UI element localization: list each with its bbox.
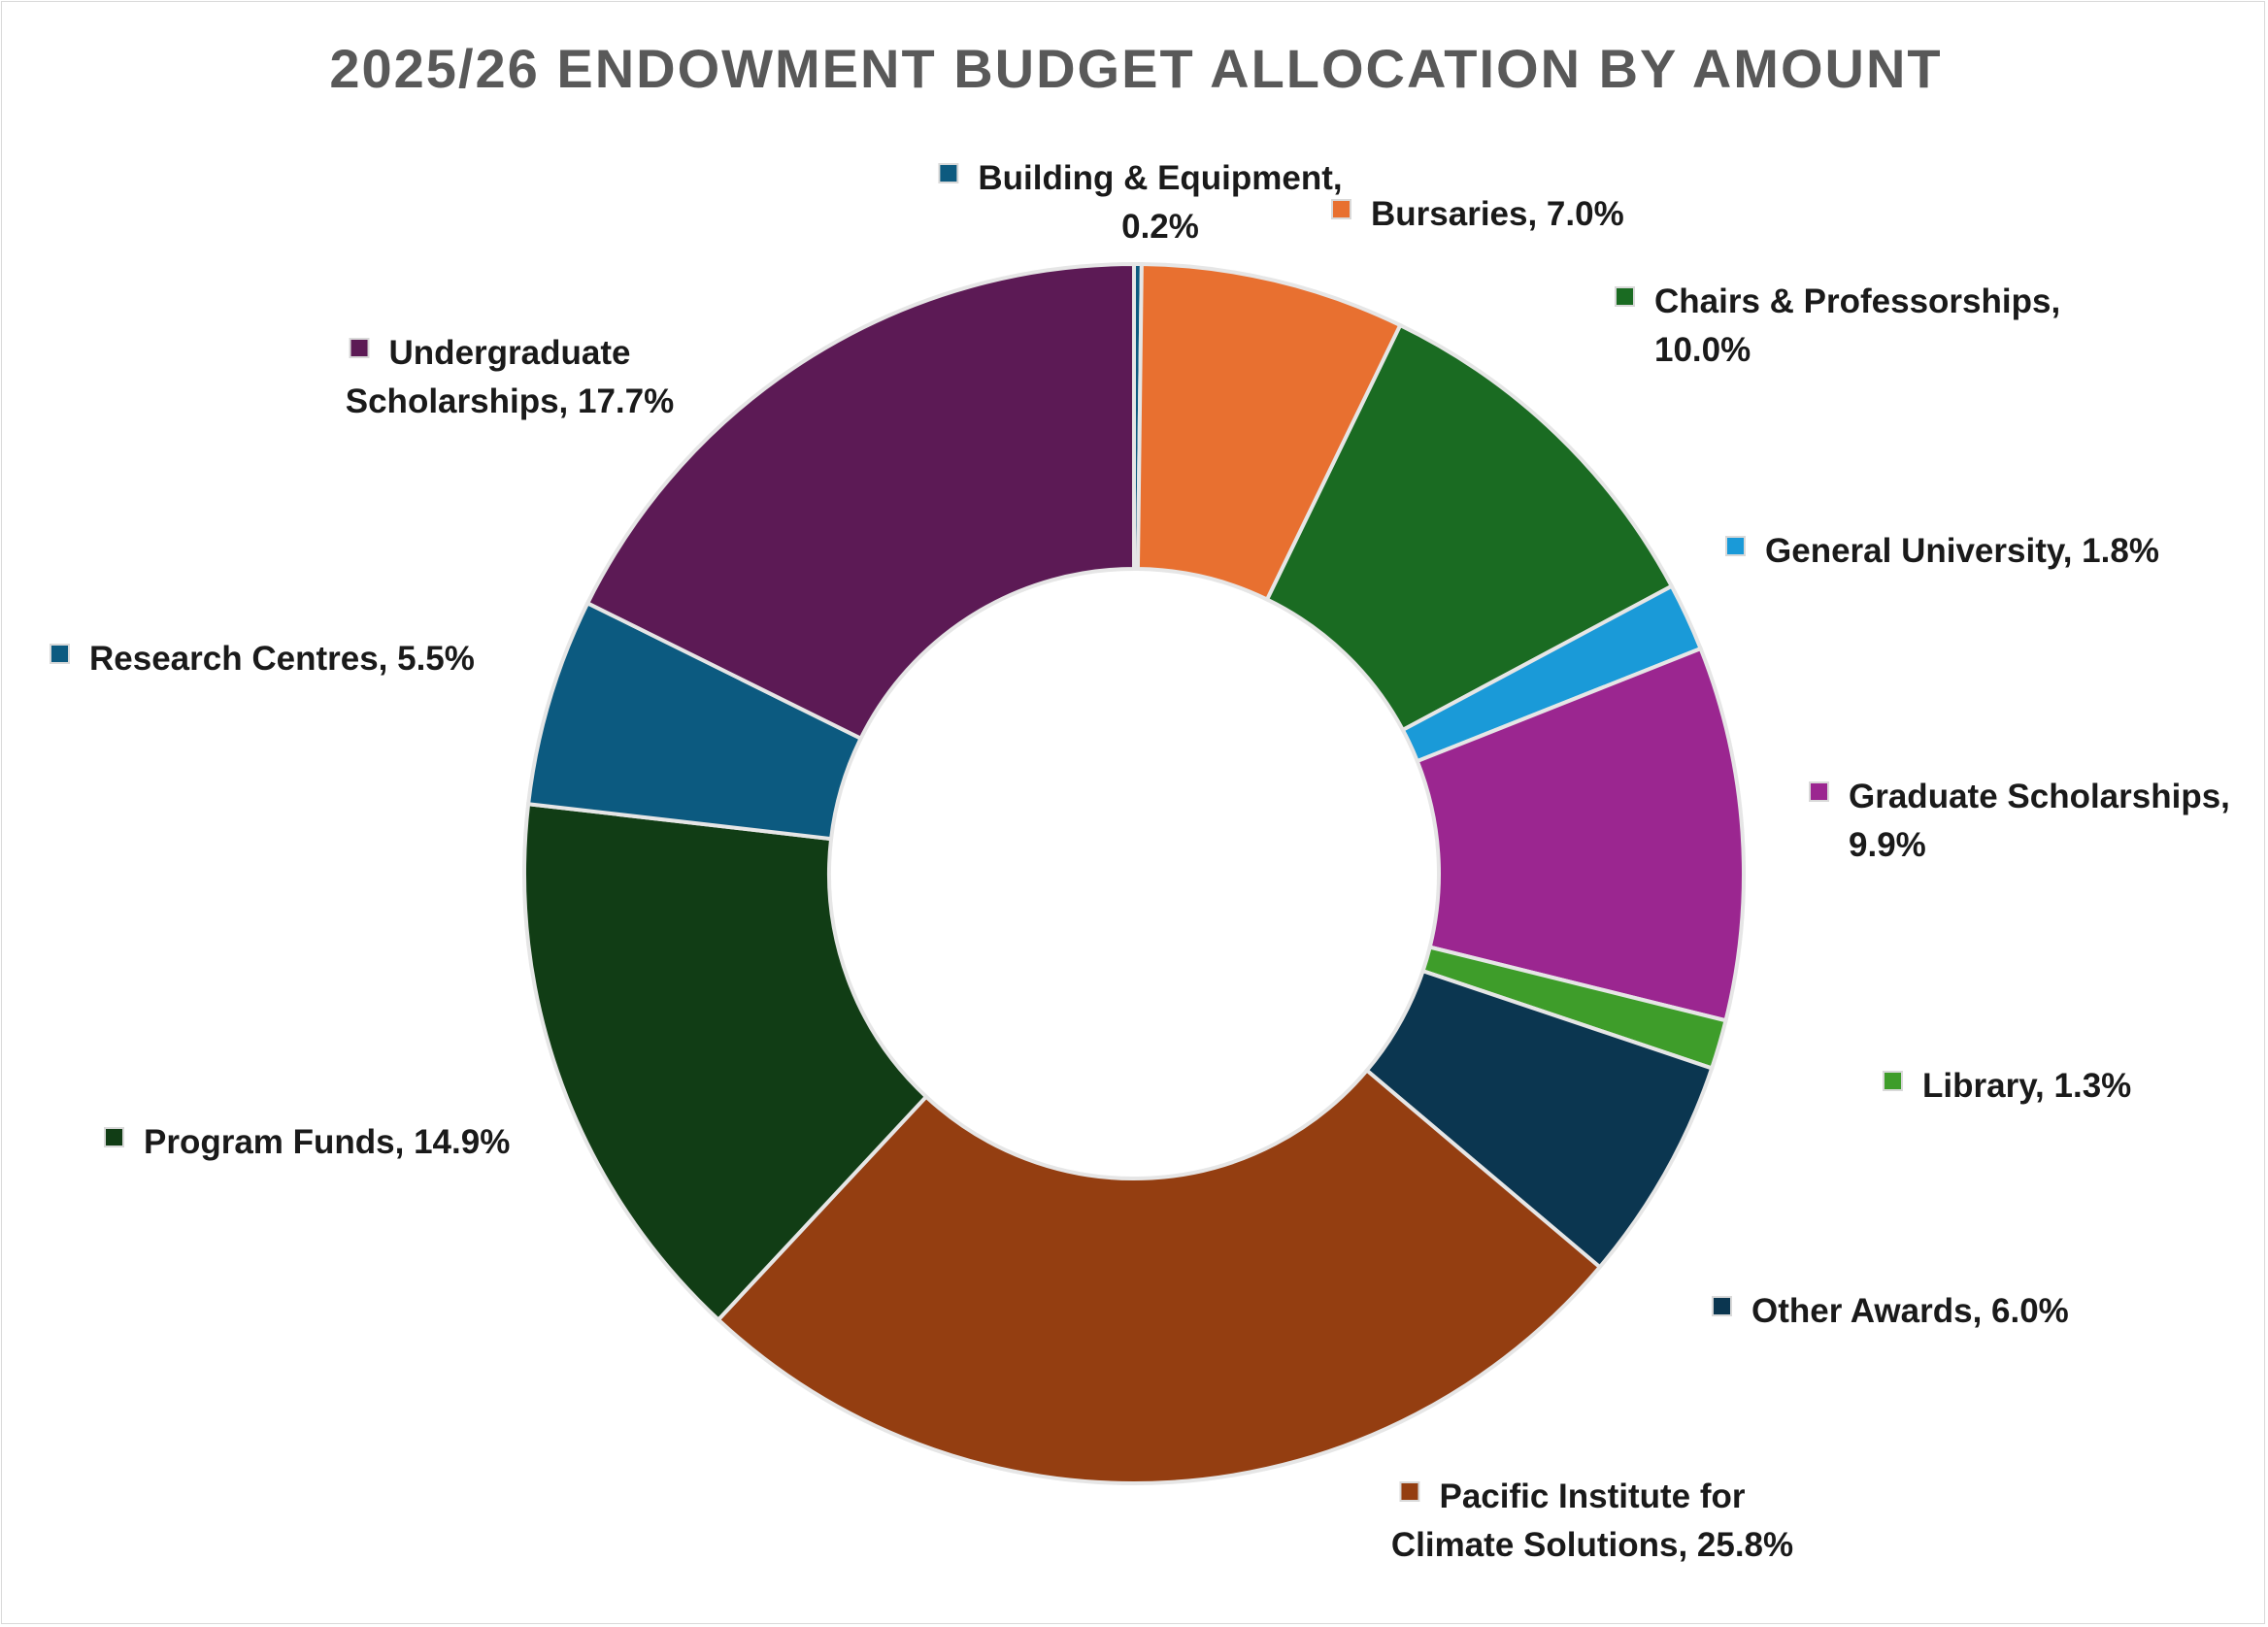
data-label-text: Program Funds, 14.9% [144,1123,510,1161]
legend-key-marker [1615,286,1635,307]
data-label-program-funds: Program Funds, 14.9% [104,1123,510,1161]
data-label-research-centres: Research Centres, 5.5% [50,640,475,678]
slice-pacific-institute-for-climate-solutions [716,1067,1603,1485]
data-label-text: Bursaries, 7.0% [1371,195,1624,233]
data-label-text: Graduate Scholarships, 9.9% [1849,778,2230,864]
data-label-text: Pacific Institute for Climate Solutions, … [1391,1478,1793,1564]
data-label-graduate-scholarships: Graduate Scholarships, 9.9% [1809,778,2230,864]
data-label-text: Undergraduate Scholarships, 17.7% [346,334,674,420]
slice-chairs-professorships [1264,322,1675,733]
legend-key-marker [938,163,959,183]
legend-key-marker [1712,1296,1732,1316]
data-label-library: Library, 1.3% [1883,1067,2131,1105]
data-label-text: Research Centres, 5.5% [89,640,475,678]
data-label-text: Chairs & Professorships, 10.0% [1654,282,2060,369]
data-label-text: Other Awards, 6.0% [1751,1292,2069,1330]
legend-key-marker [1883,1071,1903,1091]
data-label-text: General University, 1.8% [1765,532,2159,570]
data-label-chairs-professorships: Chairs & Professorships, 10.0% [1615,282,2060,369]
legend-key-marker [50,644,70,664]
slice-graduate-scholarships [1415,646,1746,1023]
data-label-other-awards: Other Awards, 6.0% [1712,1292,2069,1330]
data-label-building-equipment: Building & Equipment, 0.2% [938,159,1343,246]
data-label-undergraduate-scholarships: Undergraduate Scholarships, 17.7% [346,334,674,420]
data-label-bursaries: Bursaries, 7.0% [1331,195,1624,233]
slice-undergraduate-scholarships [584,261,1136,742]
data-label-pacific-institute-for-climate-solutions: Pacific Institute for Climate Solutions, … [1391,1478,1793,1564]
donut-slices [522,261,1746,1485]
legend-key-marker [104,1127,124,1147]
legend-key-marker [349,338,370,358]
legend-key-marker [1331,199,1351,219]
legend-key-marker [1725,536,1746,556]
slice-program-funds [522,802,929,1323]
legend-key-marker [1809,781,1829,802]
data-label-text: Library, 1.3% [1922,1067,2131,1105]
data-labels: Building & Equipment, 0.2% Bursaries, 7.0%… [50,159,2230,1564]
data-label-general-university: General University, 1.8% [1725,532,2159,570]
data-label-text: Building & Equipment, 0.2% [978,159,1342,246]
legend-key-marker [1399,1481,1420,1502]
chart-title: 2025/26 ENDOWMENT BUDGET ALLOCATION BY A… [329,38,1943,99]
